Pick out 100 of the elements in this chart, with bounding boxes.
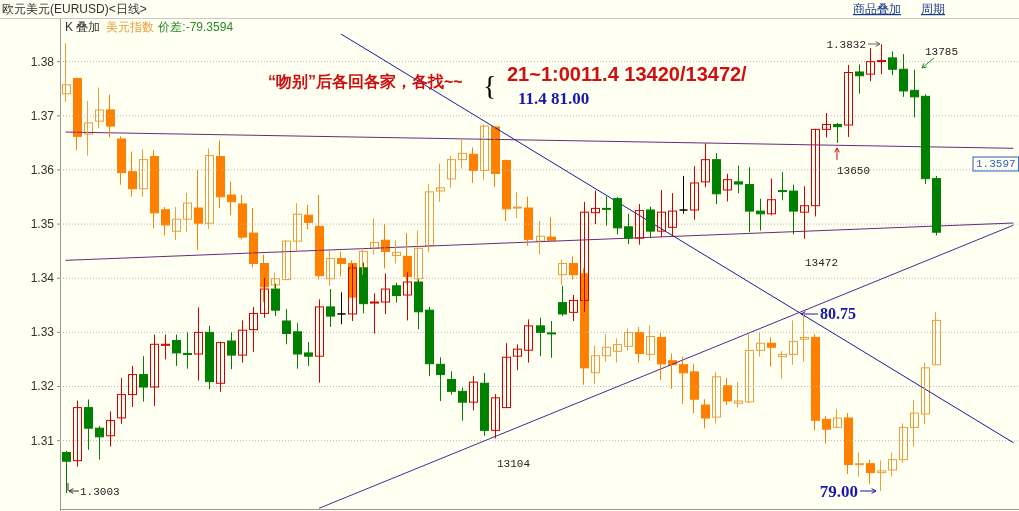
candlestick bbox=[558, 258, 567, 286]
candlestick bbox=[756, 198, 765, 232]
annotation: 价差:-79.3594 bbox=[157, 20, 234, 34]
candlestick bbox=[822, 415, 831, 445]
candlestick bbox=[458, 387, 467, 422]
annotation: 1.3832 bbox=[826, 39, 866, 51]
candlestick bbox=[183, 331, 192, 370]
candlestick bbox=[336, 291, 347, 325]
candlestick bbox=[866, 47, 875, 82]
candlestick bbox=[106, 410, 115, 448]
candlestick bbox=[447, 370, 456, 396]
candlestick bbox=[172, 206, 181, 241]
candlestick bbox=[591, 190, 600, 225]
candlestick bbox=[734, 381, 743, 408]
candlestick bbox=[95, 87, 104, 129]
candlestick bbox=[767, 336, 776, 368]
candlestick bbox=[800, 185, 809, 240]
candlestick bbox=[502, 342, 511, 409]
candlestick bbox=[789, 319, 798, 366]
candlestick bbox=[172, 334, 181, 367]
candlestick bbox=[392, 282, 401, 304]
candlestick bbox=[84, 398, 93, 451]
text: 商品叠加 bbox=[853, 2, 901, 16]
candlestick bbox=[888, 451, 897, 478]
candlestick bbox=[62, 42, 71, 103]
candlestick bbox=[447, 155, 456, 189]
candlestick bbox=[139, 148, 148, 198]
candlestick bbox=[304, 341, 313, 367]
annotation: 11.4 81.00 bbox=[518, 89, 590, 108]
y-tick-label: 1.38 bbox=[30, 54, 55, 69]
candlestick bbox=[370, 292, 379, 334]
candlestick bbox=[855, 63, 864, 95]
candlestick bbox=[602, 333, 611, 363]
candlestick bbox=[569, 294, 578, 322]
candlestick bbox=[238, 319, 247, 364]
candlestick bbox=[238, 194, 247, 240]
candlestick bbox=[436, 163, 445, 203]
candlestick bbox=[282, 308, 291, 345]
candlestick bbox=[668, 192, 677, 238]
candlestick bbox=[734, 165, 743, 194]
candlestick bbox=[657, 189, 666, 238]
candlestick bbox=[701, 398, 710, 429]
candlestick bbox=[513, 191, 522, 219]
candlestick bbox=[624, 213, 633, 245]
annotation: 1.3003 bbox=[80, 486, 120, 498]
candlestick bbox=[293, 322, 302, 370]
annotation: K 叠加 bbox=[65, 20, 101, 34]
candlestick bbox=[811, 128, 820, 218]
candlestick bbox=[646, 206, 655, 239]
candlestick bbox=[183, 192, 192, 233]
candlestick bbox=[646, 324, 655, 362]
candlestick bbox=[558, 285, 567, 317]
candlestick bbox=[745, 166, 754, 233]
candlestick bbox=[227, 181, 236, 216]
annotation: { bbox=[483, 70, 497, 101]
candlestick bbox=[491, 393, 500, 439]
candlestick bbox=[899, 53, 908, 98]
candlestick bbox=[536, 317, 545, 357]
candlestick bbox=[524, 318, 533, 364]
y-tick-label: 1.33 bbox=[30, 325, 55, 340]
candlestick bbox=[778, 350, 787, 380]
text: 美元指数 bbox=[106, 20, 155, 34]
candlestick bbox=[458, 137, 467, 170]
annotation: 80.75 bbox=[820, 305, 856, 322]
candlestick bbox=[282, 239, 291, 281]
candlestick bbox=[326, 288, 335, 328]
candlestick bbox=[326, 250, 335, 287]
candlestick bbox=[128, 365, 137, 408]
candlestick bbox=[216, 341, 225, 393]
candlestick bbox=[789, 184, 798, 235]
annotation: 79.00 bbox=[819, 482, 858, 501]
candlestick bbox=[723, 377, 732, 406]
candlestick bbox=[678, 175, 689, 215]
candlestick bbox=[547, 320, 556, 359]
candlestick bbox=[547, 216, 556, 242]
candlestick bbox=[381, 272, 390, 315]
annotation: 13650 bbox=[837, 165, 871, 177]
y-tick-label: 1.34 bbox=[30, 271, 55, 286]
candlestick bbox=[315, 298, 324, 384]
candlestick bbox=[370, 217, 379, 256]
candlestick bbox=[205, 147, 214, 230]
candlestick bbox=[745, 332, 754, 404]
annotation: 13785 bbox=[925, 46, 959, 58]
candlestick bbox=[591, 344, 600, 385]
candlestick bbox=[877, 460, 886, 492]
candlestick bbox=[701, 142, 710, 188]
candlestick bbox=[844, 64, 853, 138]
candlestick bbox=[613, 196, 622, 235]
candlestick bbox=[139, 355, 148, 403]
candlestick bbox=[899, 422, 908, 464]
y-tick-label: 1.32 bbox=[30, 379, 55, 394]
y-tick-label: 1.35 bbox=[30, 217, 55, 232]
candlestick bbox=[723, 173, 732, 202]
y-tick-label: 1.37 bbox=[30, 108, 55, 123]
candlestick bbox=[866, 459, 875, 485]
candlestick bbox=[194, 306, 203, 382]
candlestick bbox=[833, 408, 842, 428]
chart-title: 欧元美元(EURUSD)<日线> bbox=[2, 2, 147, 16]
text: 周期 bbox=[921, 2, 945, 16]
y-tick-label: 1.31 bbox=[30, 433, 55, 448]
